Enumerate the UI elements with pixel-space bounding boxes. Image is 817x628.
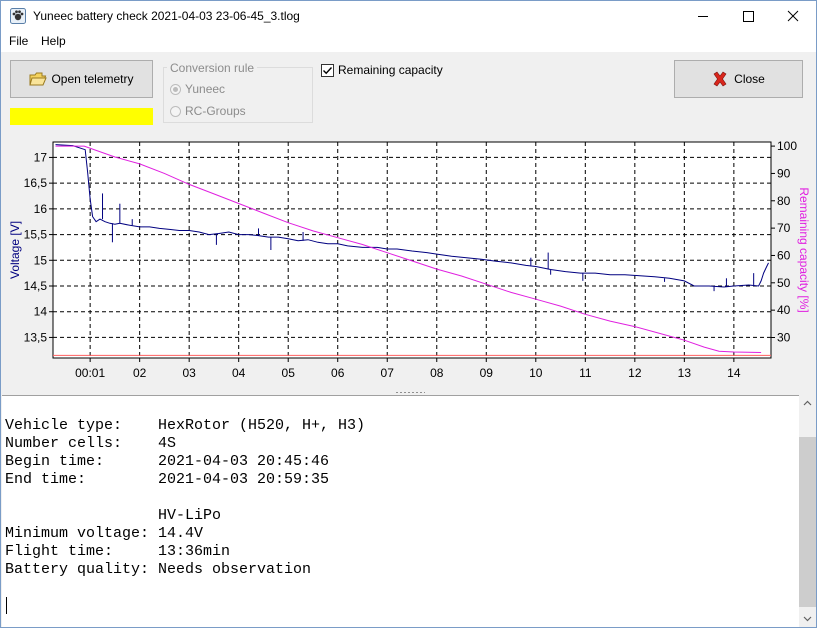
y-tick-label: 16,5 <box>24 176 48 190</box>
splitter[interactable] <box>1 390 816 395</box>
info-line: Battery quality: Needs observation <box>5 561 312 578</box>
info-line: Flight time: 13:36min <box>5 543 231 560</box>
scrollbar-thumb[interactable] <box>799 437 816 607</box>
y-tick-label: 16 <box>34 202 48 216</box>
series-line-1 <box>55 145 762 353</box>
info-line: End time: 2021-04-03 20:59:35 <box>5 471 330 488</box>
vertical-scrollbar[interactable] <box>799 395 816 627</box>
checkbox-box <box>321 63 334 77</box>
battery-chart: 00:01 02 03 04 05 06 07 08 09 10 11 12 13 14 17 16,5 16 1… <box>8 139 811 380</box>
chart-panel: 00:01 02 03 04 05 06 07 08 09 10 11 12 13 14 17 16,5 16 1… <box>1 132 816 390</box>
remaining-capacity-label: Remaining capacity <box>338 63 443 77</box>
close-label: Close <box>734 72 765 86</box>
red-x-icon <box>713 71 727 87</box>
info-memo[interactable]: Vehicle type: HexRotor (H520, H+, H3) Num… <box>2 395 799 627</box>
y2-tick-label: 90 <box>777 166 791 180</box>
y2-tick-label: 40 <box>777 303 791 317</box>
maximize-button[interactable] <box>725 1 771 31</box>
info-line: Vehicle type: HexRotor (H520, H+, H3) <box>5 417 366 434</box>
info-line: Minimum voltage: 14.4V <box>5 525 204 542</box>
info-line: Number cells: 4S <box>5 435 177 452</box>
y2-tick-label: 100 <box>777 139 797 153</box>
y-tick-label: 14 <box>34 305 48 319</box>
x-tick-label: 03 <box>182 366 196 380</box>
y2-axis-label: Remaining capacity [%] <box>797 187 811 312</box>
x-tick-label: 10 <box>529 366 543 380</box>
y2-tick-label: 60 <box>777 248 791 262</box>
scroll-up-icon[interactable] <box>799 395 816 412</box>
x-tick-label: 06 <box>331 366 345 380</box>
minimize-button[interactable] <box>680 1 726 31</box>
text-caret <box>6 597 7 614</box>
y-axis-label: Voltage [V] <box>8 221 22 279</box>
conversion-rule-label: Conversion rule <box>167 61 258 75</box>
x-tick-label: 00:01 <box>75 366 105 380</box>
info-line: HV-LiPo <box>5 507 222 524</box>
minimize-icon <box>698 16 708 17</box>
info-line: Begin time: 2021-04-03 20:45:46 <box>5 453 330 470</box>
title-bar: Yuneec battery check 2021-04-03 23-06-45… <box>1 1 816 31</box>
x-tick-label: 13 <box>678 366 692 380</box>
x-tick-label: 14 <box>727 366 741 380</box>
y2-tick-label: 70 <box>777 221 791 235</box>
x-tick-label: 05 <box>282 366 296 380</box>
window-close-button[interactable] <box>770 1 816 31</box>
x-tick-label: 09 <box>480 366 494 380</box>
radio-button-unselected <box>170 105 181 117</box>
window-title: Yuneec battery check 2021-04-03 23-06-45… <box>33 9 300 23</box>
folder-open-icon <box>29 72 48 86</box>
x-tick-label: 11 <box>579 366 592 380</box>
radio-yuneec-label: Yuneec <box>185 82 226 96</box>
y-tick-label: 15 <box>34 253 48 267</box>
scroll-down-icon[interactable] <box>799 610 816 627</box>
menu-file[interactable]: File <box>9 34 29 48</box>
x-tick-label: 08 <box>430 366 444 380</box>
series-line-0 <box>55 144 769 288</box>
y-tick-label: 15,5 <box>24 228 48 242</box>
open-telemetry-label: Open telemetry <box>51 72 134 86</box>
status-indicator <box>10 108 153 125</box>
x-tick-label: 12 <box>628 366 642 380</box>
remaining-capacity-checkbox[interactable]: Remaining capacity <box>321 63 443 77</box>
y2-tick-label: 30 <box>777 330 791 344</box>
maximize-icon <box>743 11 754 22</box>
y2-tick-label: 80 <box>777 194 791 208</box>
y2-tick-label: 50 <box>777 276 791 290</box>
x-tick-label: 02 <box>133 366 147 380</box>
radio-yuneec[interactable]: Yuneec <box>170 82 225 96</box>
y-tick-label: 13,5 <box>24 330 48 344</box>
menu-help[interactable]: Help <box>41 34 66 48</box>
splitter-grip-icon <box>395 391 425 394</box>
app-icon <box>10 8 26 24</box>
plot-area <box>52 141 772 359</box>
close-button[interactable]: Close <box>674 60 803 98</box>
radio-rc-groups[interactable]: RC-Groups <box>170 104 246 118</box>
open-telemetry-button[interactable]: Open telemetry <box>10 60 153 98</box>
close-icon <box>787 10 799 22</box>
radio-rc-groups-label: RC-Groups <box>185 104 246 118</box>
y-tick-label: 14,5 <box>24 279 48 293</box>
x-tick-label: 07 <box>381 366 395 380</box>
x-tick-label: 04 <box>232 366 246 380</box>
menu-bar: File Help <box>1 31 816 52</box>
checkmark-icon <box>323 66 333 74</box>
toolbar: Open telemetry Conversion rule Yuneec RC… <box>1 52 816 132</box>
radio-button-selected <box>170 83 181 95</box>
y-tick-label: 17 <box>34 150 48 164</box>
